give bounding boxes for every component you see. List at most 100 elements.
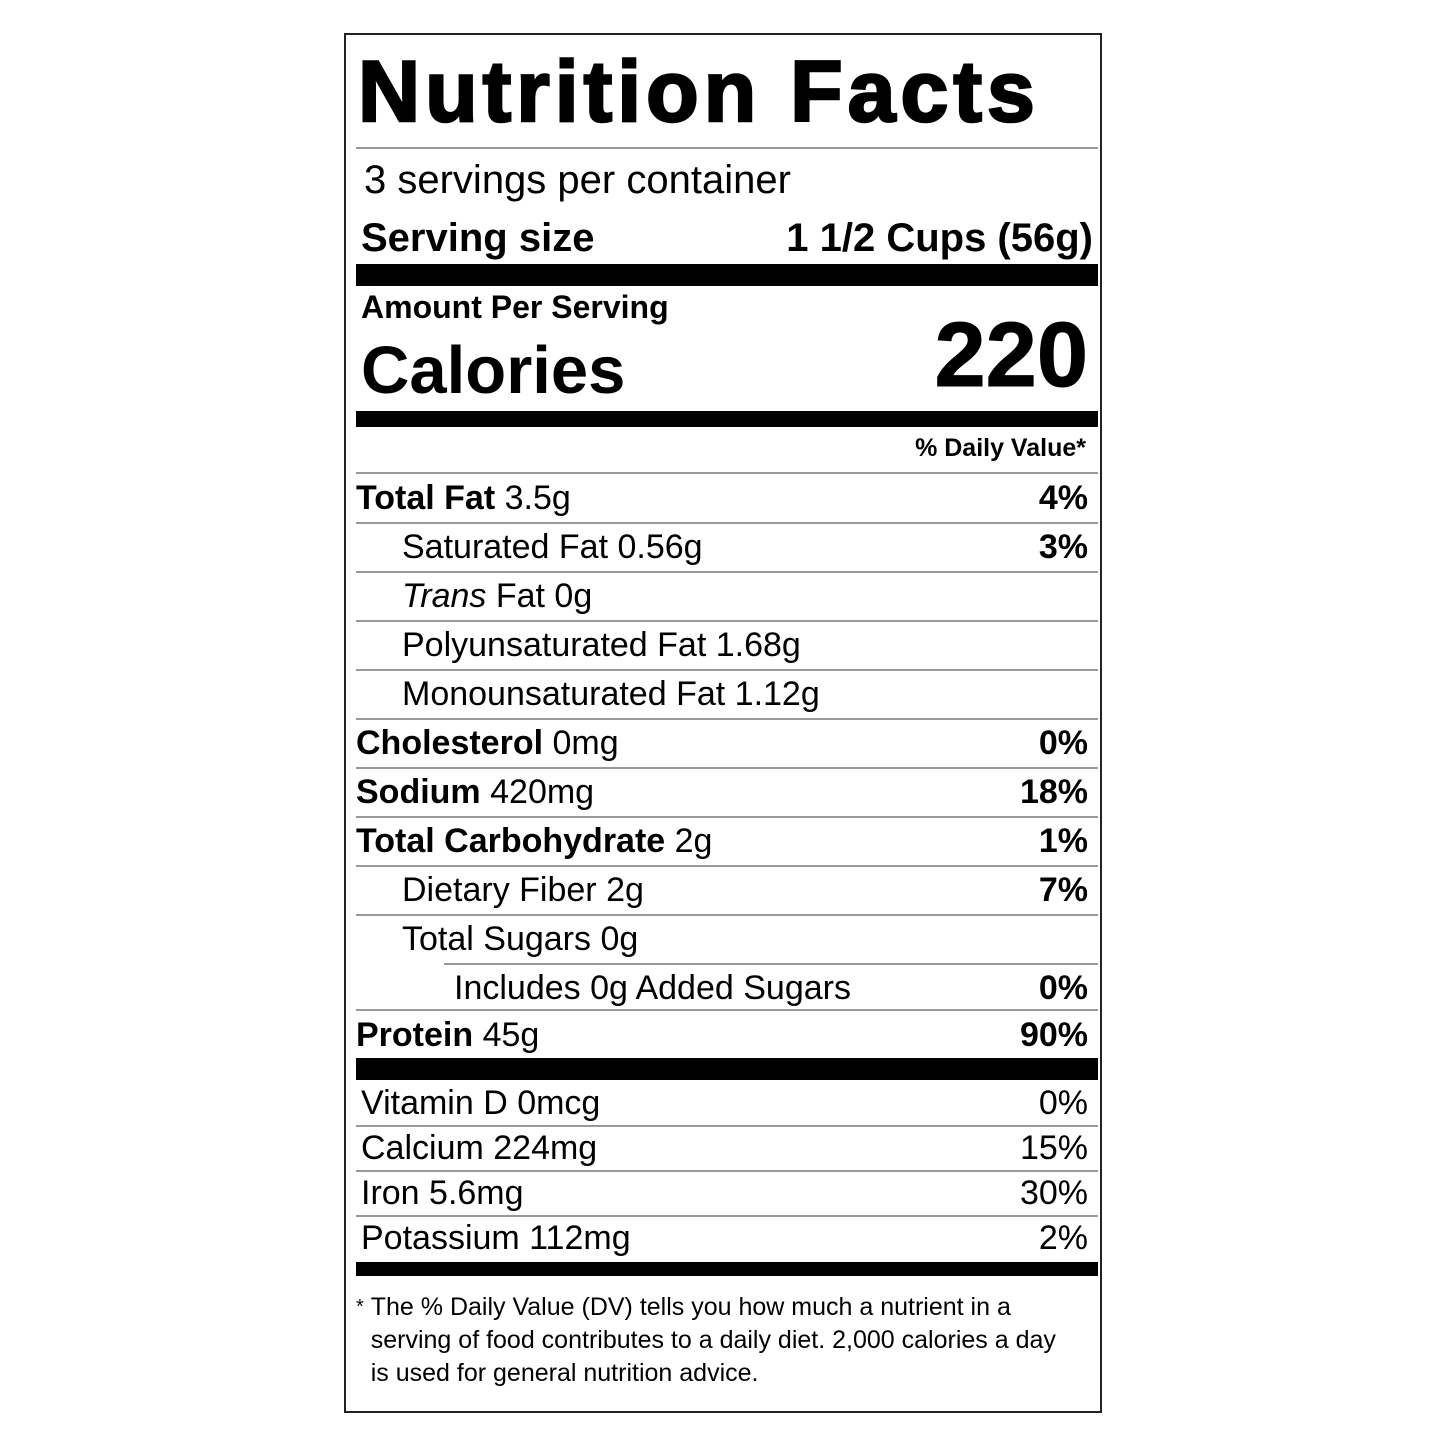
nutrient-daily-value: 0% [1038,723,1088,762]
nutrient-row: Total Sugars 0g [356,915,1088,963]
calories-value: 220 [934,304,1088,407]
nutrient-amount: 2g [674,821,713,860]
nutrient-label: Cholesterol 0mg [356,724,619,763]
nutrient-amount: 45g [482,1015,540,1054]
thick-divider [356,264,1098,286]
serving-size: Serving size 1 1/2 Cups (56g) [361,213,1093,263]
nutrient-name: Monounsaturated Fat [402,674,726,713]
nutrient-amount: 2g [606,870,644,909]
nutrient-row: Dietary Fiber 2g 7% [356,866,1088,914]
nutrient-row: Sodium 420mg 18% [356,768,1088,816]
divider [356,1009,1098,1011]
divider [356,1215,1098,1217]
thick-divider [356,1262,1098,1276]
vitamin-label: Vitamin D 0mcg [361,1083,601,1122]
nutrient-amount: 1.12g [734,674,820,713]
daily-value-header: % Daily Value* [915,434,1086,462]
serving-size-label: Serving size [361,216,595,260]
divider [356,147,1098,149]
vitamin-label: Potassium 112mg [361,1218,631,1257]
divider [356,767,1098,769]
servings-per-container: 3 servings per container [364,158,791,202]
nutrient-row: Includes 0g Added Sugars 0% [356,964,1088,1012]
nutrient-label: Protein 45g [356,1016,539,1055]
nutrient-label: Trans Fat 0g [356,577,592,616]
vitamin-daily-value: 15% [1019,1128,1088,1167]
vitamin-daily-value: 30% [1019,1173,1088,1212]
nutrient-label: Total Fat 3.5g [356,479,571,518]
nutrient-name-italic: Trans [402,576,487,615]
nutrient-label: Includes 0g Added Sugars [356,969,851,1008]
nutrient-amount: 0mg [552,723,619,762]
vitamin-row: Vitamin D 0mcg 0% [361,1081,1088,1125]
nutrient-row: Total Carbohydrate 2g 1% [356,817,1088,865]
vitamin-daily-value: 2% [1038,1218,1088,1257]
nutrient-daily-value: 7% [1038,870,1088,909]
nutrient-row: Polyunsaturated Fat 1.68g [356,621,1088,669]
serving-size-value: 1 1/2 Cups (56g) [786,216,1093,260]
nutrient-name: Total Carbohydrate [356,821,666,860]
thick-divider [356,1058,1098,1080]
divider [356,718,1098,720]
nutrient-amount: 0g [600,919,639,958]
nutrient-amount: 420mg [490,772,595,811]
nutrient-label: Monounsaturated Fat 1.12g [356,675,820,714]
nutrient-daily-value: 0% [1038,968,1088,1007]
nutrient-daily-value: 18% [1019,772,1088,811]
nutrient-row: Protein 45g 90% [356,1011,1088,1059]
divider [356,816,1098,818]
nutrient-amount: 0g [554,576,593,615]
calories-label: Calories [361,333,626,408]
nutrient-name: Total Fat [356,478,496,517]
thick-divider [356,411,1098,427]
divider [356,914,1098,916]
vitamin-row: Iron 5.6mg 30% [361,1171,1088,1215]
nutrient-daily-value: 90% [1019,1015,1088,1054]
nutrition-facts-label: Nutrition Facts 3 servings per container… [344,33,1102,1413]
divider [356,1125,1098,1127]
nutrient-row: Saturated Fat 0.56g 3% [356,523,1088,571]
footnote-star: * [356,1296,364,1318]
nutrient-name: Includes 0g Added Sugars [454,968,851,1007]
nutrient-row: Trans Fat 0g [356,572,1088,620]
vitamin-row: Potassium 112mg 2% [361,1216,1088,1260]
nutrient-name: Polyunsaturated Fat [402,625,707,664]
footnote: * The % Daily Value (DV) tells you how m… [356,1291,1076,1390]
label-title: Nutrition Facts [357,44,1040,140]
vitamin-daily-value: 0% [1038,1083,1088,1122]
divider [356,571,1098,573]
nutrient-name: Dietary Fiber [402,870,597,909]
nutrient-daily-value: 3% [1038,527,1088,566]
divider [356,522,1098,524]
nutrient-label: Polyunsaturated Fat 1.68g [356,626,801,665]
divider [444,963,1098,965]
nutrient-daily-value: 1% [1038,821,1088,860]
divider [356,865,1098,867]
nutrient-row: Total Fat 3.5g 4% [356,474,1088,522]
nutrient-name: Cholesterol [356,723,544,762]
nutrient-name: Total Sugars [402,919,591,958]
footnote-text: The % Daily Value (DV) tells you how muc… [370,1293,1056,1387]
nutrient-amount: 3.5g [504,478,571,517]
nutrient-daily-value: 4% [1038,478,1088,517]
nutrient-name: Sodium [356,772,481,811]
amount-per-serving: Amount Per Serving [361,289,669,325]
nutrient-label: Sodium 420mg [356,773,594,812]
nutrient-label: Total Sugars 0g [356,920,638,959]
nutrient-label: Total Carbohydrate 2g [356,822,712,861]
nutrient-name: Protein [356,1015,474,1054]
divider [356,669,1098,671]
divider [356,620,1098,622]
nutrient-amount: 1.68g [715,625,801,664]
nutrient-row: Monounsaturated Fat 1.12g [356,670,1088,718]
divider [356,1170,1098,1172]
nutrient-label: Saturated Fat 0.56g [356,528,703,567]
vitamin-label: Calcium 224mg [361,1128,598,1167]
nutrient-label: Dietary Fiber 2g [356,871,644,910]
vitamin-row: Calcium 224mg 15% [361,1126,1088,1170]
divider [356,472,1098,474]
nutrient-name: Saturated Fat [402,527,609,566]
vitamin-label: Iron 5.6mg [361,1173,524,1212]
nutrient-amount: 0.56g [617,527,703,566]
nutrient-row: Cholesterol 0mg 0% [356,719,1088,767]
